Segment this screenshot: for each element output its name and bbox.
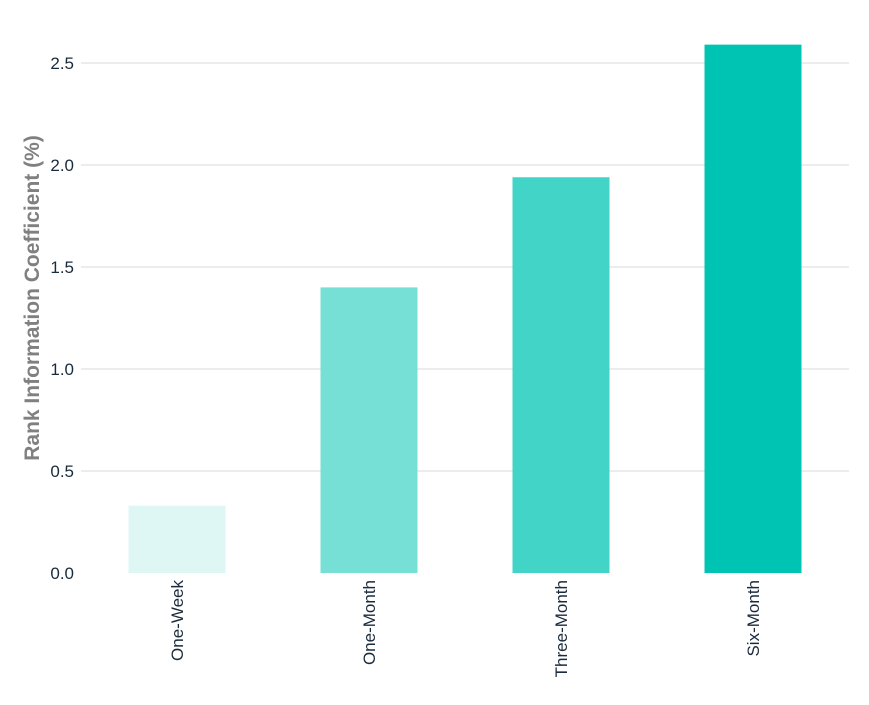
y-tick-label: 0.5 [50,462,74,481]
x-tick-label: One-Week [168,580,187,661]
bar-three-month [512,177,610,574]
x-tick-label: Three-Month [552,580,571,677]
y-tick-label: 2.5 [50,54,74,73]
y-tick-label: 2.0 [50,156,74,175]
y-axis-label: Rank Information Coefficient (%) [21,135,44,461]
bar-one-week [128,505,226,573]
bar-one-month [320,287,418,573]
y-tick-label: 1.5 [50,258,74,277]
x-tick-label: Six-Month [744,580,763,657]
y-tick-label: 0.0 [50,564,74,583]
x-tick-label: One-Month [360,580,379,665]
bar-six-month [704,44,802,573]
y-tick-label: 1.0 [50,360,74,379]
